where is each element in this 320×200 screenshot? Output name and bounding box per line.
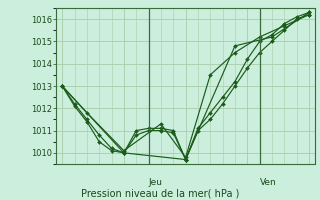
Text: Jeu: Jeu <box>148 178 163 187</box>
Text: Pression niveau de la mer( hPa ): Pression niveau de la mer( hPa ) <box>81 188 239 198</box>
Text: Ven: Ven <box>260 178 276 187</box>
